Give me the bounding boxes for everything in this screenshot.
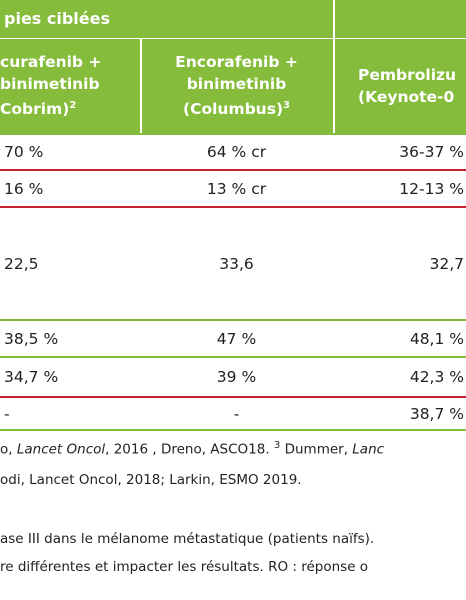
header-text: Encorafenib + — [175, 53, 298, 72]
table-cell: 48,1 % — [409, 329, 464, 348]
header-text: binimetinib — [0, 75, 100, 94]
table-cell: 12-13 % — [399, 179, 464, 198]
footnote-part: odi, Lancet Oncol, 2018; Larkin, ESMO 20… — [0, 472, 302, 488]
caption-line: ase III dans le mélanome métastatique (p… — [0, 531, 375, 547]
table-cell: 64 % cr — [206, 142, 267, 161]
header-line: binimetinib — [0, 73, 100, 95]
footnote-ref: 3 — [283, 100, 290, 112]
header-line: (Columbus)3 — [183, 95, 290, 120]
table-cell: 38,7 % — [409, 404, 464, 423]
table-cell: 32,7 — [429, 254, 464, 273]
header-line: binimetinib — [187, 73, 287, 95]
header-text: (Columbus) — [182, 100, 284, 119]
row-border — [0, 133, 466, 135]
row-border — [0, 169, 466, 171]
divider — [140, 39, 142, 133]
header-line: Cobrim)2 — [0, 95, 76, 120]
table-cell: 47 % — [216, 329, 257, 348]
table-cell: 38,5 % — [4, 329, 59, 348]
table-cell: 42,3 % — [409, 368, 464, 386]
header-text: Pembrolizu — [358, 66, 457, 84]
table-cell: 70 % — [4, 142, 44, 161]
row-border — [0, 396, 466, 398]
column-header: Pembrolizu (Keynote-0 — [333, 39, 466, 133]
divider — [333, 39, 335, 133]
row-border — [0, 356, 466, 358]
footnote-part: , 2016 , Dreno, ASCO18. — [105, 441, 274, 458]
footnote-part: Dummer, — [280, 441, 353, 458]
row-border — [0, 319, 466, 321]
table-cell: 13 % cr — [206, 179, 267, 198]
column-header: Encorafenib + binimetinib (Columbus)3 — [140, 39, 333, 133]
column-header: curafenib + binimetinib Cobrim)2 — [0, 39, 140, 133]
table-cell: 22,5 — [4, 254, 39, 273]
footnote-part: 3 — [273, 440, 281, 451]
footnote: o, Lancet Oncol, 2016 , Dreno, ASCO18. 3… — [0, 440, 384, 458]
section-title: pies ciblées — [4, 9, 111, 28]
table-cell: 36-37 % — [399, 142, 464, 161]
header-text: curafenib + — [0, 53, 102, 72]
row-border — [0, 206, 466, 208]
table-cell: - — [233, 404, 240, 423]
footnote: odi, Lancet Oncol, 2018; Larkin, ESMO 20… — [0, 472, 302, 488]
header-line: Pembrolizu — [358, 64, 456, 86]
footnote-part: Lanc — [352, 441, 385, 458]
caption-line: re différentes et impacter les résultats… — [0, 559, 369, 575]
footnote-ref: 2 — [69, 100, 77, 112]
footnote-part: Lancet Oncol — [16, 441, 106, 458]
header-line: (Keynote-0 — [358, 86, 454, 108]
divider — [333, 0, 335, 38]
section-header: pies ciblées — [0, 0, 466, 38]
header-text: Cobrim) — [0, 100, 70, 119]
table-cell: 34,7 % — [4, 368, 59, 386]
header-line: Encorafenib + — [175, 51, 298, 73]
header-text: (Keynote-0 — [358, 88, 455, 106]
header-line: curafenib + — [0, 51, 101, 73]
table-cell: 33,6 — [219, 254, 254, 273]
table-cell: - — [4, 404, 10, 423]
table-cell: 39 % — [216, 368, 257, 386]
row-border — [0, 429, 466, 431]
header-text: binimetinib — [186, 75, 287, 94]
column-headers: curafenib + binimetinib Cobrim)2 Encorafeni… — [0, 39, 466, 133]
table-cell: 16 % — [4, 179, 44, 198]
footnote-part: o, — [0, 441, 17, 458]
